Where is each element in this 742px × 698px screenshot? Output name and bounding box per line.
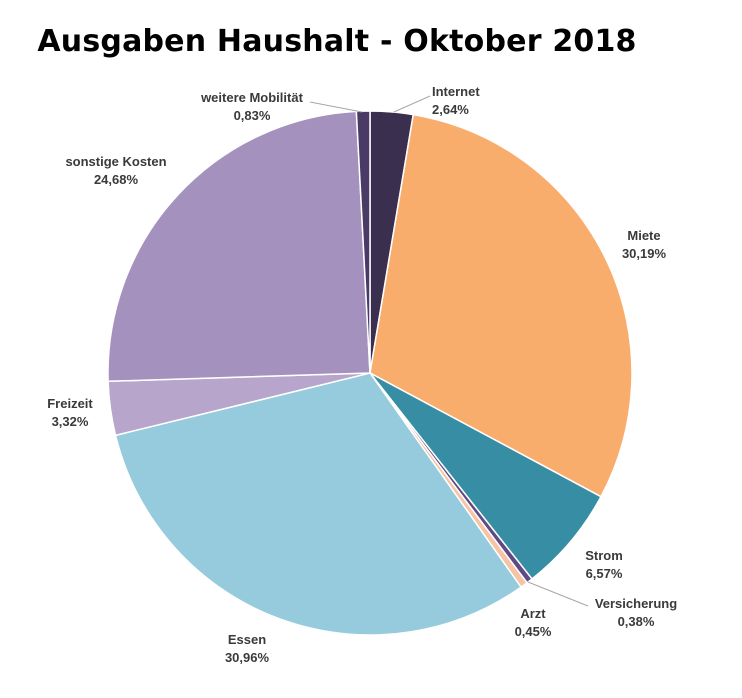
slice-percent-internet: 2,64% [432,102,469,117]
slice-percent-essen: 30,96% [225,650,270,665]
slice-percent-sonstige-kosten: 24,68% [94,172,139,187]
leader-line-internet [393,95,431,113]
slice-label-arzt: Arzt [520,606,546,621]
slice-percent-arzt: 0,45% [515,624,552,639]
slice-percent-versicherung: 0,38% [618,614,655,629]
slice-label-miete: Miete [627,228,660,243]
slice-percent-freizeit: 3,32% [52,414,89,429]
pie-slice-miete [369,113,633,498]
pie-slice-sonstige-kosten [107,110,371,383]
chart-title: Ausgaben Haushalt - Oktober 2018 [37,24,637,59]
slice-label-versicherung: Versicherung [595,596,677,611]
slice-label-sonstige-kosten: sonstige Kosten [65,154,166,169]
slice-label-internet: Internet [432,84,480,99]
slice-label-freizeit: Freizeit [47,396,93,411]
slice-percent-weitere-mobilitat: 0,83% [234,108,271,123]
pie-slice-strom [369,372,602,580]
slice-label-strom: Strom [585,548,623,563]
slice-percent-strom: 6,57% [586,566,623,581]
pie-slice-essen [114,372,522,636]
slice-label-weitere-mobilitat: weitere Mobilität [200,90,304,105]
slice-percent-miete: 30,19% [622,246,667,261]
leader-line-versicherung [527,581,589,607]
leader-line-weitere-mobilitat [309,101,363,113]
slice-label-essen: Essen [228,632,266,647]
